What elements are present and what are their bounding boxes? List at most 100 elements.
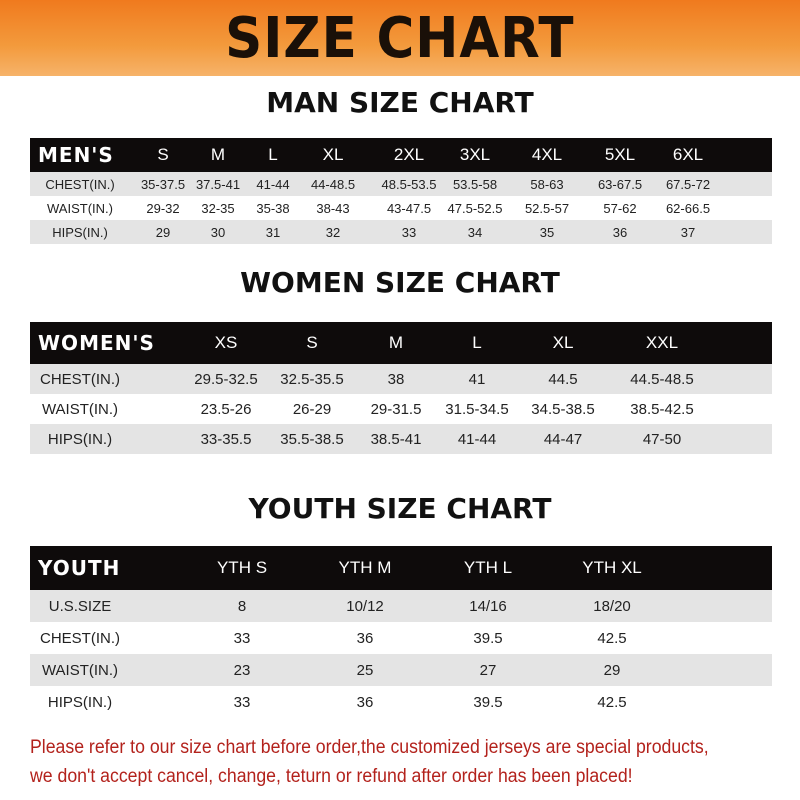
table-row: HIPS(IN.) 33-35.5 35.5-38.5 38.5-41 41-44 44-…	[30, 424, 772, 454]
measurement-cell: 33	[233, 629, 251, 647]
row-label: WAIST(IN.)	[41, 400, 119, 418]
size-header-cell: M	[210, 145, 226, 164]
table-row: WAIST(IN.) 29-32 32-35 35-38 38-43 43-47.5 47.…	[30, 196, 772, 220]
measurement-cell: 35.5-38.5	[280, 430, 344, 448]
measurement-cell: 34.5-38.5	[531, 400, 595, 418]
measurement-cell: 33	[401, 224, 417, 240]
measurement-cell: 53.5-58	[452, 176, 498, 192]
measurement-cell: 29-31.5	[370, 400, 422, 418]
measurement-cell: 62-66.5	[665, 200, 711, 216]
size-header-cell: 3XL	[459, 145, 491, 164]
banner-title: SIZE CHART	[225, 5, 575, 71]
measurement-cell: 41-44	[457, 430, 497, 448]
size-header-cell: 5XL	[604, 145, 636, 164]
measurement-cell: 57-62	[603, 200, 637, 216]
row-label: CHEST(IN.)	[40, 629, 120, 647]
measurement-cell: 38	[387, 370, 405, 388]
measurement-cell: 18/20	[593, 597, 631, 615]
size-header-cell: L	[472, 333, 482, 352]
measurement-cell: 38.5-41	[370, 430, 422, 448]
row-label: U.S.SIZE	[48, 597, 112, 615]
size-header-cell: XXL	[645, 333, 679, 352]
table-row: WAIST(IN.) 23 25 27 29	[30, 654, 772, 686]
table-row: CHEST(IN.) 29.5-32.5 32.5-35.5 38 41 44.5 44.5…	[30, 364, 772, 394]
table-row: HIPS(IN.) 33 36 39.5 42.5	[30, 686, 772, 718]
measurement-cell: 58-63	[530, 176, 564, 192]
table-header-row: MEN'S S M L XL 2XL 3XL 4XL 5XL 6XL	[30, 138, 772, 172]
row-label: HIPS(IN.)	[47, 430, 113, 448]
measurement-cell: 39.5	[473, 693, 503, 711]
size-header-cell: S	[157, 145, 169, 164]
size-header-cell: YTH S	[216, 558, 268, 577]
measurement-cell: 36	[612, 224, 628, 240]
measurement-cell: 38-43	[316, 200, 350, 216]
row-label: WAIST(IN.)	[47, 200, 113, 216]
measurement-cell: 27	[479, 661, 497, 679]
size-header-cell: L	[268, 145, 278, 164]
measurement-cell: 31	[265, 224, 281, 240]
table-row: U.S.SIZE 8 10/12 14/16 18/20	[30, 590, 772, 622]
table-header-label: WOMEN'S	[38, 331, 155, 355]
table-row: CHEST(IN.) 35-37.5 37.5-41 41-44 44-48.5 48.5…	[30, 172, 772, 196]
notice-line-1: Please refer to our size chart before or…	[30, 737, 709, 758]
table-row: CHEST(IN.) 33 36 39.5 42.5	[30, 622, 772, 654]
measurement-cell: 44.5	[548, 370, 578, 388]
table-header-row: WOMEN'S XS S M L XL XXL	[30, 322, 772, 364]
measurement-cell: 23	[233, 661, 251, 679]
measurement-cell: 39.5	[473, 629, 503, 647]
order-notice: Please refer to our size chart before or…	[30, 733, 737, 791]
men-size-table: MEN'S S M L XL 2XL 3XL 4XL 5XL 6XL CHEST(IN.) 35-37…	[30, 138, 772, 244]
measurement-cell: 36	[356, 693, 374, 711]
measurement-cell: 35-38	[256, 200, 290, 216]
measurement-cell: 43-47.5	[386, 200, 432, 216]
measurement-cell: 25	[356, 661, 374, 679]
measurement-cell: 29.5-32.5	[194, 370, 258, 388]
youth-size-table: YOUTH YTH S YTH M YTH L YTH XL U.S.SIZE 8 10/12…	[30, 546, 772, 718]
size-header-cell: YTH XL	[582, 558, 642, 577]
measurement-cell: 14/16	[469, 597, 507, 615]
measurement-cell: 26-29	[292, 400, 332, 418]
measurement-cell: 44-47	[543, 430, 583, 448]
size-header-cell: YTH M	[338, 558, 392, 577]
measurement-cell: 44.5-48.5	[630, 370, 694, 388]
table-row: WAIST(IN.) 23.5-26 26-29 29-31.5 31.5-34.5 34…	[30, 394, 772, 424]
measurement-cell: 32-35	[201, 200, 235, 216]
women-chart-title: WOMEN SIZE CHART	[240, 266, 560, 299]
notice-line-2: we don't accept cancel, change, teturn o…	[30, 766, 633, 787]
measurement-cell: 33	[233, 693, 251, 711]
table-row: HIPS(IN.) 29 30 31 32 33 34 35 36 37	[30, 220, 772, 244]
measurement-cell: 35-37.5	[140, 176, 186, 192]
size-header-cell: 2XL	[393, 145, 425, 164]
measurement-cell: 41-44	[256, 176, 290, 192]
measurement-cell: 36	[356, 629, 374, 647]
size-header-cell: S	[306, 333, 318, 352]
size-header-cell: 6XL	[672, 145, 704, 164]
size-header-cell: XS	[214, 333, 238, 352]
measurement-cell: 37	[680, 224, 696, 240]
size-chart-banner: SIZE CHART	[0, 0, 800, 76]
measurement-cell: 31.5-34.5	[445, 400, 509, 418]
measurement-cell: 44-48.5	[310, 176, 356, 192]
measurement-cell: 34	[467, 224, 483, 240]
measurement-cell: 10/12	[346, 597, 384, 615]
row-label: CHEST(IN.)	[40, 370, 120, 388]
row-label: CHEST(IN.)	[45, 176, 115, 192]
measurement-cell: 63-67.5	[597, 176, 643, 192]
measurement-cell: 38.5-42.5	[630, 400, 694, 418]
measurement-cell: 8	[237, 597, 247, 615]
measurement-cell: 29-32	[146, 200, 180, 216]
measurement-cell: 35	[539, 224, 555, 240]
measurement-cell: 32.5-35.5	[280, 370, 344, 388]
measurement-cell: 29	[603, 661, 621, 679]
table-header-row: YOUTH YTH S YTH M YTH L YTH XL	[30, 546, 772, 590]
measurement-cell: 48.5-53.5	[381, 176, 437, 192]
row-label: WAIST(IN.)	[41, 661, 119, 679]
row-label: HIPS(IN.)	[47, 693, 113, 711]
size-header-cell: M	[388, 333, 404, 352]
row-label: HIPS(IN.)	[52, 224, 108, 240]
size-header-cell: 4XL	[531, 145, 563, 164]
measurement-cell: 29	[155, 224, 171, 240]
measurement-cell: 23.5-26	[200, 400, 252, 418]
measurement-cell: 67.5-72	[665, 176, 711, 192]
measurement-cell: 37.5-41	[195, 176, 241, 192]
